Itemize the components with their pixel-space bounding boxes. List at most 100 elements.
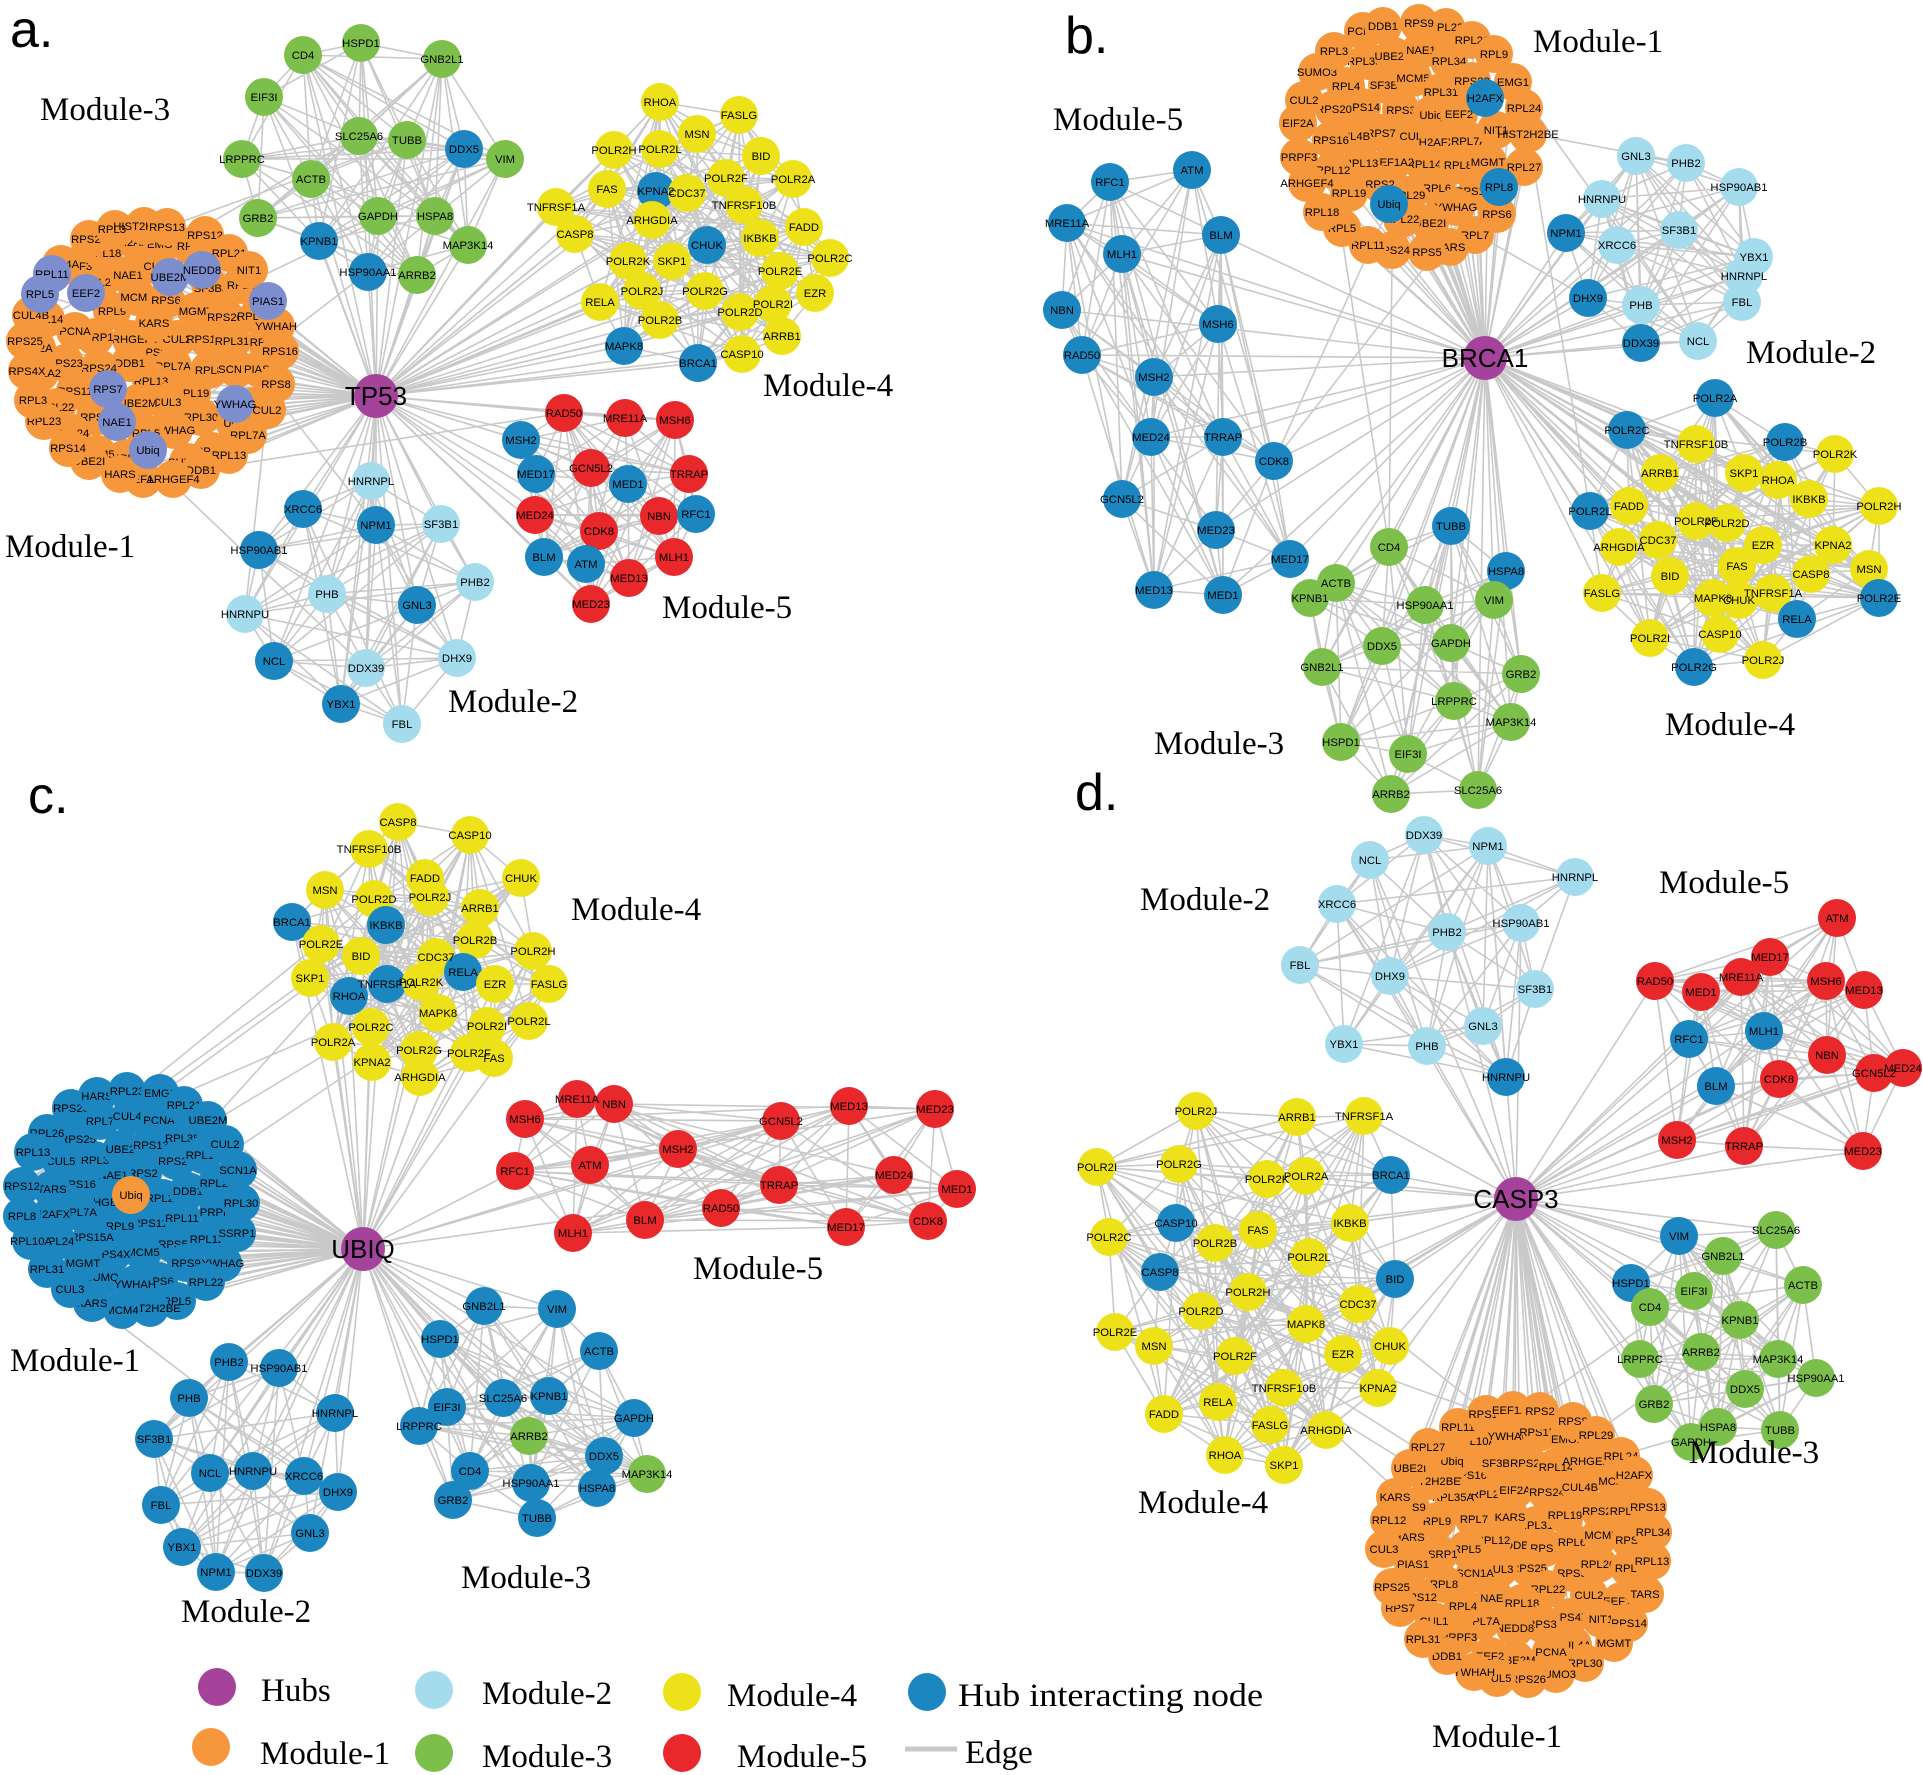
svg-text:Ubiq: Ubiq xyxy=(136,445,159,457)
svg-text:RHOA: RHOA xyxy=(1762,475,1795,487)
svg-text:DDX39: DDX39 xyxy=(348,663,384,675)
svg-text:Hub interacting node: Hub interacting node xyxy=(958,1678,1263,1714)
svg-text:CASP8: CASP8 xyxy=(556,229,593,241)
svg-text:Module-2: Module-2 xyxy=(482,1676,612,1712)
svg-text:POLR2G: POLR2G xyxy=(1156,1159,1202,1171)
svg-text:MED13: MED13 xyxy=(1135,585,1173,597)
svg-text:TRRAP: TRRAP xyxy=(670,469,708,481)
svg-text:POLR2B: POLR2B xyxy=(638,315,683,327)
svg-text:POLR2I: POLR2I xyxy=(1077,1162,1117,1174)
svg-text:DDX5: DDX5 xyxy=(1730,1384,1760,1396)
svg-text:CDC37: CDC37 xyxy=(668,188,705,200)
svg-text:MED13: MED13 xyxy=(1845,985,1883,997)
svg-text:CHUK: CHUK xyxy=(1374,1341,1406,1353)
svg-text:TARS: TARS xyxy=(37,1184,67,1196)
svg-text:RPS14: RPS14 xyxy=(50,443,86,455)
svg-text:BID: BID xyxy=(352,951,371,963)
svg-text:FBL: FBL xyxy=(151,1500,172,1512)
svg-text:HSPA8: HSPA8 xyxy=(1488,566,1524,578)
svg-text:MAP3K14: MAP3K14 xyxy=(443,240,494,252)
svg-text:CUL2: CUL2 xyxy=(253,405,282,417)
svg-text:Module-1: Module-1 xyxy=(1432,1719,1562,1755)
svg-text:BLM: BLM xyxy=(1209,230,1232,242)
svg-text:MCM5: MCM5 xyxy=(126,1247,159,1259)
svg-text:POLR2J: POLR2J xyxy=(409,892,452,904)
svg-text:CUL2: CUL2 xyxy=(1575,1590,1604,1602)
svg-text:RPL23: RPL23 xyxy=(27,416,62,428)
svg-text:GNB2L1: GNB2L1 xyxy=(1701,1251,1744,1263)
svg-text:CASP8: CASP8 xyxy=(1792,569,1829,581)
svg-text:GRB2: GRB2 xyxy=(1639,1399,1670,1411)
svg-text:NBN: NBN xyxy=(647,511,671,523)
svg-text:RAD50: RAD50 xyxy=(703,1203,739,1215)
svg-text:POLR2K: POLR2K xyxy=(606,256,651,268)
svg-text:TUBB: TUBB xyxy=(392,135,422,147)
svg-text:RPS14: RPS14 xyxy=(1344,102,1380,114)
svg-text:MAPK8: MAPK8 xyxy=(1287,1319,1325,1331)
svg-text:POLR2K: POLR2K xyxy=(1245,1174,1290,1186)
svg-text:NCL: NCL xyxy=(199,1468,222,1480)
svg-text:NBN: NBN xyxy=(1050,305,1074,317)
svg-text:RPS3: RPS3 xyxy=(1527,1619,1557,1631)
svg-text:MSH2: MSH2 xyxy=(662,1144,693,1156)
svg-text:PHB2: PHB2 xyxy=(214,1357,244,1369)
svg-text:RPS13: RPS13 xyxy=(133,1140,169,1152)
svg-text:HNRNPU: HNRNPU xyxy=(229,1466,277,1478)
svg-text:SUMO3: SUMO3 xyxy=(1297,67,1337,79)
svg-text:CDK8: CDK8 xyxy=(584,526,614,538)
svg-text:H2AFX: H2AFX xyxy=(1616,1470,1653,1482)
svg-text:FADD: FADD xyxy=(789,222,819,234)
svg-text:RPS25: RPS25 xyxy=(1374,1582,1410,1594)
svg-text:HSP90AA1: HSP90AA1 xyxy=(1787,1373,1844,1385)
svg-text:RPL31: RPL31 xyxy=(1406,1634,1441,1646)
svg-text:BRCA1: BRCA1 xyxy=(273,917,311,929)
svg-text:BRCA1: BRCA1 xyxy=(1442,343,1529,373)
svg-text:PRPF3: PRPF3 xyxy=(1281,152,1317,164)
svg-text:a.: a. xyxy=(10,1,53,59)
svg-text:ARRB2: ARRB2 xyxy=(510,1431,548,1443)
svg-text:BID: BID xyxy=(752,151,771,163)
svg-text:KPNB1: KPNB1 xyxy=(530,1391,567,1403)
svg-text:RPL18: RPL18 xyxy=(1505,1598,1540,1610)
svg-text:POLR2L: POLR2L xyxy=(1568,506,1611,518)
svg-text:CUL2: CUL2 xyxy=(211,1139,240,1151)
svg-text:Module-5: Module-5 xyxy=(1659,865,1789,901)
svg-text:YBX1: YBX1 xyxy=(1330,1039,1359,1051)
svg-text:MED1: MED1 xyxy=(1207,590,1238,602)
svg-text:POLR2H: POLR2H xyxy=(1225,1287,1270,1299)
svg-text:SF3B1: SF3B1 xyxy=(137,1434,172,1446)
svg-text:GRB2: GRB2 xyxy=(243,213,274,225)
svg-text:FAS: FAS xyxy=(483,1053,505,1065)
svg-text:LRPPRC: LRPPRC xyxy=(219,154,265,166)
svg-text:RPL31: RPL31 xyxy=(30,1264,65,1276)
svg-text:POLR2I: POLR2I xyxy=(467,1021,507,1033)
svg-text:HSP90AA1: HSP90AA1 xyxy=(502,1478,559,1490)
svg-text:POLR2C: POLR2C xyxy=(1086,1232,1131,1244)
svg-text:RPL6: RPL6 xyxy=(1558,1537,1586,1549)
svg-text:GRB2: GRB2 xyxy=(438,1495,469,1507)
svg-text:Module-4: Module-4 xyxy=(571,892,701,928)
svg-text:RPL19: RPL19 xyxy=(1548,1510,1583,1522)
svg-text:TNFRSF10B: TNFRSF10B xyxy=(712,200,777,212)
svg-text:KARS: KARS xyxy=(139,318,170,330)
svg-text:HSP90AB1: HSP90AB1 xyxy=(1710,182,1767,194)
svg-text:TUBB: TUBB xyxy=(1765,1425,1795,1437)
svg-text:POLR2L: POLR2L xyxy=(638,144,681,156)
svg-text:RPL3: RPL3 xyxy=(19,395,47,407)
svg-text:SCN1A: SCN1A xyxy=(219,1165,257,1177)
svg-text:FADD: FADD xyxy=(410,873,440,885)
svg-text:RHOA: RHOA xyxy=(644,97,677,109)
svg-text:TNFRSF1A: TNFRSF1A xyxy=(527,202,586,214)
svg-text:KPNA2: KPNA2 xyxy=(637,186,674,198)
svg-text:RPL9: RPL9 xyxy=(98,306,126,318)
svg-text:RPS13: RPS13 xyxy=(1630,1502,1666,1514)
svg-text:PHB: PHB xyxy=(177,1393,200,1405)
svg-text:RPL3: RPL3 xyxy=(1320,46,1348,58)
svg-text:SKP1: SKP1 xyxy=(658,256,687,268)
svg-text:ARHGEF4: ARHGEF4 xyxy=(146,474,199,486)
svg-text:Module-3: Module-3 xyxy=(1154,726,1284,762)
svg-text:MAPK8: MAPK8 xyxy=(605,341,643,353)
svg-text:XRCC6: XRCC6 xyxy=(285,1471,323,1483)
svg-text:POLR2G: POLR2G xyxy=(682,286,728,298)
svg-text:UBE2M: UBE2M xyxy=(151,272,190,284)
